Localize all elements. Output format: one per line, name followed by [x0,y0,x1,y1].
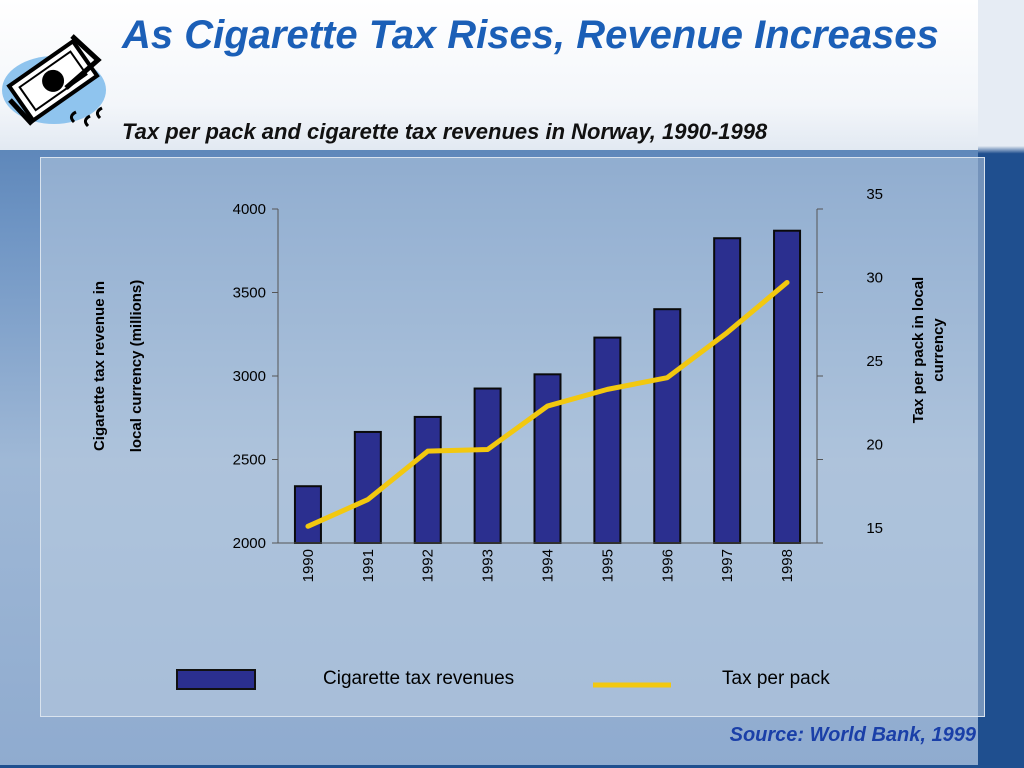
right-axis-label-line1: Tax per pack in local [910,277,927,423]
bar-1997 [713,237,742,544]
x-tick-label-1996: 1996 [659,549,676,582]
left-ticks-layer: 2000 2500 3000 3500 4000 [233,201,278,552]
x-tick-label-1998: 1998 [779,549,796,582]
legend-swatch-revenues [176,669,256,690]
left-axis-label-line1: Cigarette tax revenue in [91,281,108,451]
right-tick-label: 25 [866,353,883,370]
right-tick-label: 15 [866,520,883,537]
right-decorative-strip [978,0,1024,768]
bar-1994 [533,373,562,544]
x-tick-label-1993: 1993 [480,549,497,582]
x-tick-label-1994: 1994 [540,549,557,582]
x-tick-label-1991: 1991 [360,549,377,582]
x-tick-label-1995: 1995 [599,549,616,582]
slide-title: As Cigarette Tax Rises, Revenue Increase… [122,13,939,57]
bar-1995 [593,336,622,544]
left-axis-label-line2: local currency (millions) [128,280,145,453]
left-tick-label: 2500 [233,452,266,469]
bar-1992 [413,415,442,545]
source-note: Source: World Bank, 1999 [729,724,976,746]
bottom-rule [0,765,1024,768]
chart-panel: 2000 2500 3000 3500 4000 15 20 25 30 35 1990 1991… [40,157,985,717]
legend-label-revenues: Cigarette tax revenues [323,668,514,689]
left-tick-label: 3000 [233,368,266,385]
slide-subtitle: Tax per pack and cigarette tax revenues … [122,119,768,144]
header-band [0,0,1024,150]
left-tick-label: 2000 [233,535,266,552]
money-icon [2,34,106,128]
x-tick-label-1997: 1997 [719,549,736,582]
bar-1998 [773,229,802,545]
bar-1990 [293,485,322,544]
bar-1991 [353,430,382,545]
right-axis-label-line2: currency [930,318,947,382]
right-tick-label: 30 [866,270,883,287]
x-tick-label-1990: 1990 [300,549,317,582]
legend-label-tax-per-pack: Tax per pack [722,668,830,689]
line-layer [305,279,790,529]
legend: Cigarette tax revenues Tax per pack [176,668,830,690]
left-tick-label: 4000 [233,201,266,218]
x-tick-label-1992: 1992 [420,549,437,582]
right-ticks-layer: 15 20 25 30 35 [817,186,883,544]
right-tick-label: 20 [866,437,883,454]
right-tick-label: 35 [866,186,883,203]
bar-1996 [653,308,682,544]
bar-1993 [473,387,502,544]
bars-layer [293,229,802,545]
x-tick-labels-layer: 1990 1991 1992 1993 1994 1995 1996 1997 1998 [300,549,796,582]
combo-chart: 2000 2500 3000 3500 4000 15 20 25 30 35 1990 1991… [91,186,947,690]
left-tick-label: 3500 [233,285,266,302]
